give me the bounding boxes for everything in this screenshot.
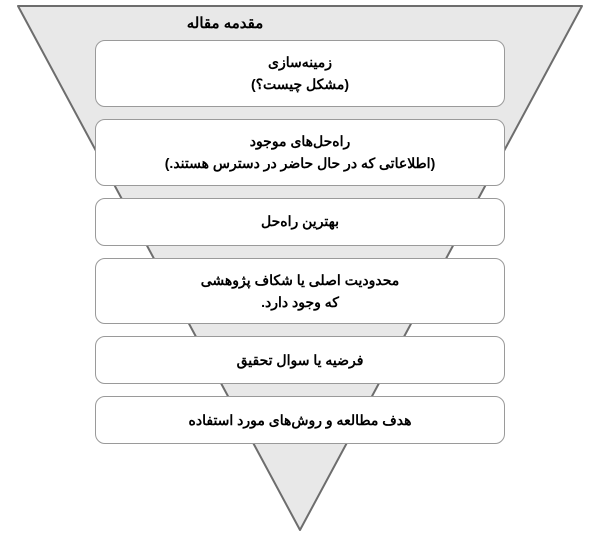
step-box: بهترین راه‌حل bbox=[95, 198, 505, 246]
step-box: راه‌حل‌های موجود (اطلاعاتی که در حال حاض… bbox=[95, 119, 505, 186]
step-line2: (اطلاعاتی که در حال حاضر در دسترس هستند.… bbox=[165, 152, 435, 174]
step-box: محدودیت اصلی یا شکاف پژوهشی که وجود دارد… bbox=[95, 258, 505, 325]
step-box: هدف مطالعه و روش‌های مورد استفاده bbox=[95, 396, 505, 444]
step-line1: محدودیت اصلی یا شکاف پژوهشی bbox=[201, 269, 400, 291]
steps-container: زمینه‌سازی (مشکل چیست؟) راه‌حل‌های موجود… bbox=[0, 40, 600, 444]
step-line2: که وجود دارد. bbox=[261, 291, 339, 313]
step-box: فرضیه یا سوال تحقیق bbox=[95, 336, 505, 384]
step-line1: راه‌حل‌های موجود bbox=[250, 130, 351, 152]
diagram-title: مقدمه مقاله bbox=[0, 14, 600, 32]
step-line1: فرضیه یا سوال تحقیق bbox=[237, 349, 364, 371]
step-line1: بهترین راه‌حل bbox=[261, 210, 339, 232]
step-line1: زمینه‌سازی bbox=[268, 51, 332, 73]
step-line2: (مشکل چیست؟) bbox=[251, 73, 349, 95]
step-line1: هدف مطالعه و روش‌های مورد استفاده bbox=[189, 409, 412, 431]
step-box: زمینه‌سازی (مشکل چیست؟) bbox=[95, 40, 505, 107]
